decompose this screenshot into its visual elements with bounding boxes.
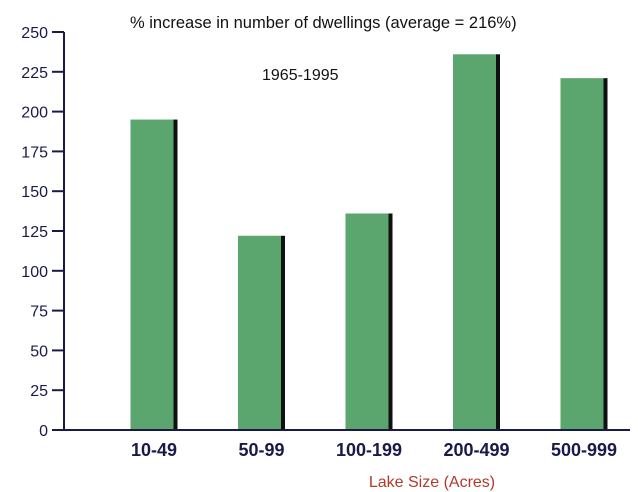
y-tick-label: 125: [21, 224, 48, 241]
y-tick-label: 150: [21, 184, 48, 201]
bar-shadow: [173, 119, 178, 430]
bar-100-199: [345, 213, 393, 430]
y-axis: 0 25 50 75 100 125 150 175 200 225 250: [21, 25, 65, 440]
y-tick-label: 225: [21, 65, 48, 82]
bar: [238, 235, 281, 430]
y-tick-label: 100: [21, 264, 48, 281]
chart-title: % increase in number of dwellings (avera…: [130, 14, 517, 32]
y-tick-label: 50: [30, 343, 48, 360]
bar-500-999: [560, 78, 608, 430]
bar-shadow: [603, 78, 608, 430]
bar: [560, 78, 604, 430]
x-axis: 10-49 50-99 100-199 200-499 500-999: [64, 429, 630, 460]
x-axis-label: Lake Size (Acres): [369, 474, 495, 491]
bars-group: [130, 54, 608, 431]
bar: [453, 54, 496, 431]
bar: [345, 213, 389, 430]
y-tick-label: 175: [21, 144, 48, 161]
bar: [130, 119, 174, 430]
y-tick-label: 25: [30, 383, 48, 400]
bar-10-49: [130, 119, 178, 430]
bar-200-499: [453, 54, 500, 431]
x-tick-label: 50-99: [238, 440, 284, 460]
y-tick-label: 75: [30, 304, 48, 321]
x-tick-label: 100-199: [336, 440, 402, 460]
y-tick-label: 200: [21, 105, 48, 122]
chart-subtitle: 1965-1995: [262, 67, 339, 84]
y-tick-label: 250: [21, 25, 48, 42]
x-tick-label: 10-49: [131, 440, 177, 460]
x-tick-label: 500-999: [551, 440, 617, 460]
bar-shadow: [388, 213, 393, 430]
bar-shadow: [281, 235, 285, 430]
x-tick-label: 200-499: [443, 440, 509, 460]
bar-shadow: [496, 54, 500, 431]
y-tick-label: 0: [39, 423, 48, 440]
bar-50-99: [238, 235, 285, 430]
